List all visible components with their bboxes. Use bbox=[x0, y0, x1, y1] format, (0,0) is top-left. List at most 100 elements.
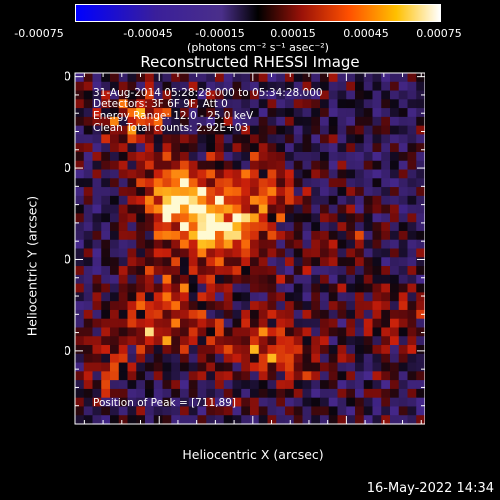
heatmap-cell bbox=[180, 318, 190, 329]
heatmap-cell bbox=[188, 230, 199, 241]
heatmap-cell bbox=[215, 204, 225, 215]
heatmap-cell bbox=[83, 187, 94, 197]
heatmap-cell bbox=[188, 274, 199, 285]
heatmap-cell bbox=[372, 292, 382, 302]
heatmap-cell bbox=[92, 406, 102, 416]
heatmap-cell bbox=[407, 415, 417, 425]
heatmap-cell bbox=[337, 345, 347, 355]
heatmap-cell bbox=[302, 222, 312, 232]
heatmap-cell bbox=[346, 362, 356, 372]
heatmap-cell bbox=[337, 388, 347, 399]
heatmap-cell bbox=[320, 327, 330, 337]
heatmap-cell bbox=[398, 353, 409, 364]
heatmap-cell bbox=[276, 266, 286, 276]
heatmap-cell bbox=[145, 415, 155, 425]
heatmap-cell bbox=[223, 327, 234, 337]
heatmap-cell bbox=[223, 318, 234, 329]
heatmap-cell bbox=[241, 406, 251, 416]
heatmap-cell bbox=[162, 336, 172, 346]
heatmap-cell bbox=[162, 99, 172, 109]
heatmap-cell bbox=[180, 309, 190, 320]
heatmap-cell bbox=[285, 239, 295, 250]
heatmap-cell bbox=[311, 318, 321, 329]
heatmap-cell bbox=[302, 248, 312, 258]
heatmap-cell bbox=[276, 371, 286, 381]
heatmap-cell bbox=[416, 353, 425, 364]
heatmap-cell bbox=[346, 301, 356, 311]
heatmap-cell bbox=[320, 406, 330, 416]
heatmap-cell bbox=[223, 195, 234, 206]
heatmap-cell bbox=[285, 283, 295, 293]
heatmap-cell bbox=[215, 90, 225, 100]
heatmap-cell bbox=[153, 151, 164, 162]
heatmap-cell bbox=[75, 397, 85, 408]
heatmap-cell bbox=[241, 415, 251, 425]
heatmap-cell bbox=[363, 397, 374, 408]
heatmap-cell bbox=[390, 371, 400, 381]
heatmap-cell bbox=[390, 134, 400, 144]
heatmap-cell bbox=[118, 134, 129, 144]
heatmap-cell bbox=[162, 388, 172, 399]
heatmap-cell bbox=[171, 169, 181, 179]
heatmap-cell bbox=[355, 327, 365, 337]
heatmap-cell bbox=[101, 336, 111, 346]
heatmap-cell bbox=[258, 336, 269, 346]
heatmap-cell bbox=[223, 336, 234, 346]
heatmap-cell bbox=[390, 195, 400, 206]
heatmap-cell bbox=[75, 116, 85, 127]
heatmap-cell bbox=[407, 108, 417, 118]
heatmap-cell bbox=[381, 230, 391, 241]
heatmap-cell bbox=[197, 81, 207, 92]
heatmap-cell bbox=[83, 397, 94, 408]
heatmap-cell bbox=[101, 81, 111, 92]
heatmap-cell bbox=[337, 380, 347, 390]
heatmap-cell bbox=[136, 318, 146, 329]
heatmap-cell bbox=[127, 90, 137, 100]
heatmap-cell bbox=[188, 99, 199, 109]
heatmap-cell bbox=[302, 353, 312, 364]
heatmap-cell bbox=[346, 266, 356, 276]
heatmap-cell bbox=[346, 406, 356, 416]
heatmap-cell bbox=[215, 257, 225, 267]
heatmap-cell bbox=[223, 143, 234, 153]
heatmap-cell bbox=[101, 239, 111, 250]
heatmap-cell bbox=[267, 274, 277, 285]
detectors-text: Detectors: 3F 6F 9F, Att 0 bbox=[93, 98, 228, 110]
heatmap-cell bbox=[285, 222, 295, 232]
heatmap-cell bbox=[267, 309, 277, 320]
heatmap-cell bbox=[241, 257, 251, 267]
heatmap-cell bbox=[390, 388, 400, 399]
heatmap-cell bbox=[337, 222, 347, 232]
heatmap-cell bbox=[206, 257, 216, 267]
heatmap-cell bbox=[162, 362, 172, 372]
heatmap-cell bbox=[232, 239, 242, 250]
heatmap-cell bbox=[127, 116, 137, 127]
heatmap-cell bbox=[355, 239, 365, 250]
heatmap-cell bbox=[390, 257, 400, 267]
heatmap-cell bbox=[372, 169, 382, 179]
heatmap-cell bbox=[162, 239, 172, 250]
heatmap-cell bbox=[398, 388, 409, 399]
heatmap-cell bbox=[267, 213, 277, 223]
heatmap-cell bbox=[118, 230, 129, 241]
heatmap-cell bbox=[101, 222, 111, 232]
heatmap-cell bbox=[311, 283, 321, 293]
heatmap-cell bbox=[416, 73, 425, 83]
heatmap-cell bbox=[398, 178, 409, 188]
heatmap-cell bbox=[162, 274, 172, 285]
heatmap-cell bbox=[92, 380, 102, 390]
heatmap-cell bbox=[110, 388, 120, 399]
heatmap-cell bbox=[398, 204, 409, 215]
heatmap-cell bbox=[267, 169, 277, 179]
heatmap-cell bbox=[381, 204, 391, 215]
heatmap-cell bbox=[285, 204, 295, 215]
heatmap-cell bbox=[241, 108, 251, 118]
colorbar-tick-label: 0.00045 bbox=[343, 27, 389, 40]
heatmap-cell bbox=[232, 230, 242, 241]
heatmap-cell bbox=[293, 134, 304, 144]
heatmap-cell bbox=[118, 125, 129, 136]
heatmap-cell bbox=[285, 353, 295, 364]
heatmap-cell bbox=[171, 178, 181, 188]
heatmap-cell bbox=[416, 327, 425, 337]
heatmap-cell bbox=[83, 327, 94, 337]
